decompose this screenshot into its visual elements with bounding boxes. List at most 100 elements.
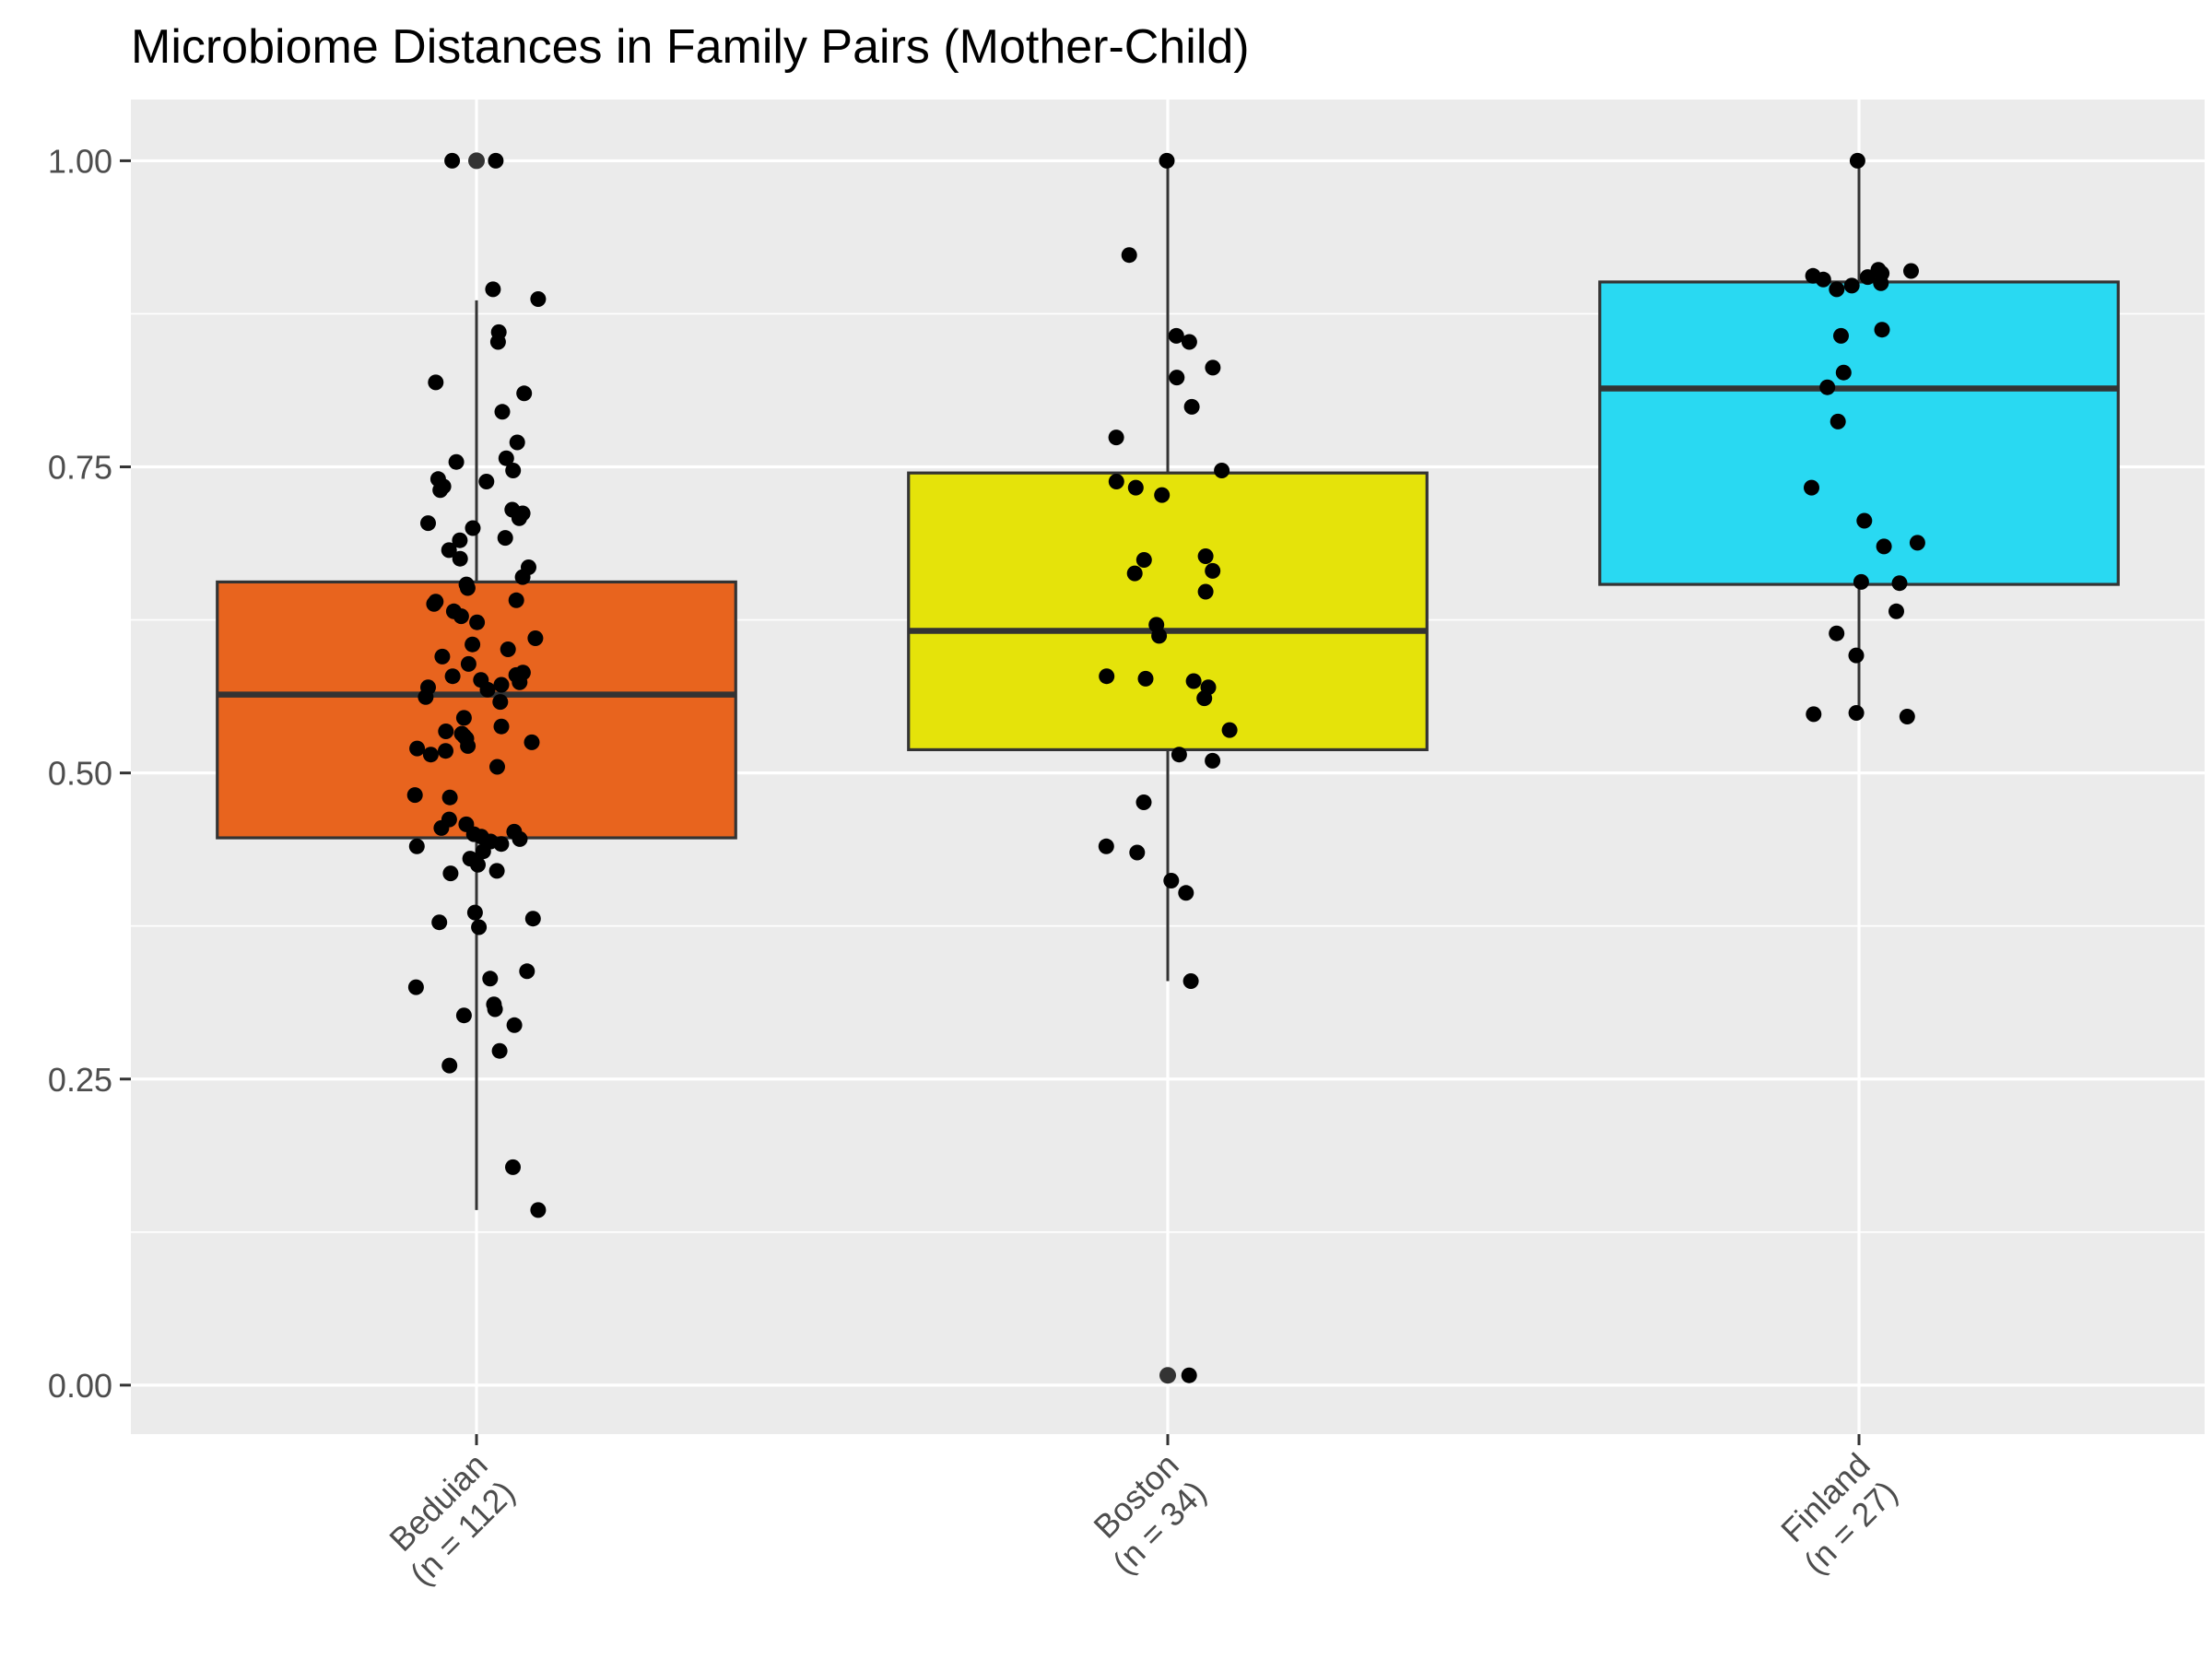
data-point-beduian <box>409 740 426 757</box>
data-point-finland <box>1848 705 1865 721</box>
data-point-beduian <box>488 152 504 169</box>
data-point-finland <box>1899 709 1915 724</box>
data-point-boston <box>1098 838 1114 854</box>
data-point-beduian <box>444 668 461 685</box>
data-point-boston <box>1129 844 1146 861</box>
data-point-beduian <box>444 152 461 169</box>
data-point-beduian <box>455 1007 472 1024</box>
data-point-beduian <box>433 819 450 836</box>
y-tick-label: 1.00 <box>48 142 112 180</box>
data-point-beduian <box>509 434 525 451</box>
x-axis: Beduian(n = 112) Boston(n = 34) Finland(n … <box>375 1434 1904 1593</box>
data-point-beduian <box>453 608 469 625</box>
data-point-finland <box>1829 625 1845 641</box>
data-point-boston <box>1108 474 1124 489</box>
data-point-beduian <box>493 718 510 735</box>
data-point-boston <box>1197 548 1214 564</box>
data-point-beduian <box>469 614 486 630</box>
data-point-boston <box>1181 334 1197 350</box>
data-point-beduian <box>466 904 483 921</box>
y-tick-label: 0.75 <box>48 449 112 487</box>
data-point-boston <box>1178 885 1194 901</box>
data-point-beduian <box>516 385 533 402</box>
data-point-beduian <box>428 374 444 391</box>
data-point-beduian <box>514 569 531 585</box>
data-point-boston <box>1168 327 1184 344</box>
data-point-beduian <box>524 911 541 927</box>
data-point-boston <box>1205 752 1221 769</box>
data-point-boston <box>1159 152 1175 169</box>
data-point-beduian <box>426 595 442 612</box>
data-point-beduian <box>441 542 457 559</box>
data-point-boston <box>1169 370 1185 386</box>
data-point-beduian <box>505 1159 521 1175</box>
data-point-finland <box>1856 512 1873 529</box>
y-tick-label: 0.00 <box>48 1367 112 1405</box>
data-point-beduian <box>530 291 547 307</box>
data-point-boston <box>1163 873 1180 888</box>
data-point-beduian <box>512 830 528 847</box>
data-point-beduian <box>438 724 454 739</box>
data-point-beduian <box>431 914 448 931</box>
data-point-beduian <box>494 404 511 420</box>
data-point-boston <box>1214 463 1230 478</box>
data-point-finland <box>1804 479 1819 496</box>
data-point-finland <box>1873 275 1889 291</box>
data-point-beduian <box>479 681 496 698</box>
data-point-beduian <box>478 474 495 489</box>
data-point-boston <box>1126 565 1143 582</box>
iqr-box <box>907 471 1429 752</box>
data-point-finland <box>1830 413 1846 429</box>
box-boston <box>907 160 1429 1384</box>
data-point-boston <box>1182 973 1199 989</box>
data-point-boston <box>1127 479 1144 496</box>
data-point-finland <box>1835 364 1852 381</box>
data-point-finland <box>1888 603 1904 619</box>
data-point-beduian <box>524 734 540 750</box>
data-point-beduian <box>434 648 451 665</box>
data-point-beduian <box>511 510 527 526</box>
data-point-beduian <box>485 281 501 298</box>
data-point-finland <box>1819 379 1836 395</box>
data-point-finland <box>1876 538 1892 555</box>
data-point-beduian <box>491 1042 508 1059</box>
data-point-beduian <box>492 694 509 711</box>
x-tick-label: Beduian(n = 112) <box>375 1446 522 1593</box>
y-tick-label: 0.25 <box>48 1061 112 1099</box>
y-axis: 0.00 0.25 0.50 0.75 1.00 <box>48 142 131 1405</box>
data-point-boston <box>1099 668 1115 685</box>
data-point-finland <box>1843 277 1860 294</box>
point-layer <box>406 152 1925 1383</box>
data-point-beduian <box>459 580 476 596</box>
data-point-boston <box>1205 359 1221 376</box>
data-point-beduian <box>422 747 439 763</box>
outlier-point <box>1159 1367 1176 1384</box>
data-point-boston <box>1181 1367 1197 1383</box>
data-point-beduian <box>489 759 505 775</box>
data-point-finland <box>1833 327 1849 344</box>
data-point-beduian <box>471 919 488 935</box>
data-point-beduian <box>406 787 423 804</box>
data-point-beduian <box>497 530 513 547</box>
data-point-beduian <box>455 710 472 726</box>
data-point-beduian <box>438 743 453 759</box>
data-point-beduian <box>407 979 424 995</box>
data-point-beduian <box>493 836 510 853</box>
data-point-beduian <box>508 592 524 608</box>
data-point-boston <box>1151 628 1168 644</box>
data-point-beduian <box>527 630 544 646</box>
data-point-finland <box>1848 647 1865 664</box>
data-point-finland <box>1829 281 1845 298</box>
data-point-beduian <box>487 1001 503 1018</box>
data-point-boston <box>1137 670 1154 687</box>
data-point-beduian <box>418 688 434 705</box>
data-point-boston <box>1135 794 1152 810</box>
data-point-beduian <box>465 636 481 653</box>
x-tick-label: Finland(n = 27) <box>1769 1446 1904 1582</box>
data-point-beduian <box>441 1057 458 1074</box>
x-tick-label: Boston(n = 34) <box>1077 1446 1213 1582</box>
data-point-beduian <box>442 865 459 882</box>
data-point-finland <box>1815 271 1831 288</box>
